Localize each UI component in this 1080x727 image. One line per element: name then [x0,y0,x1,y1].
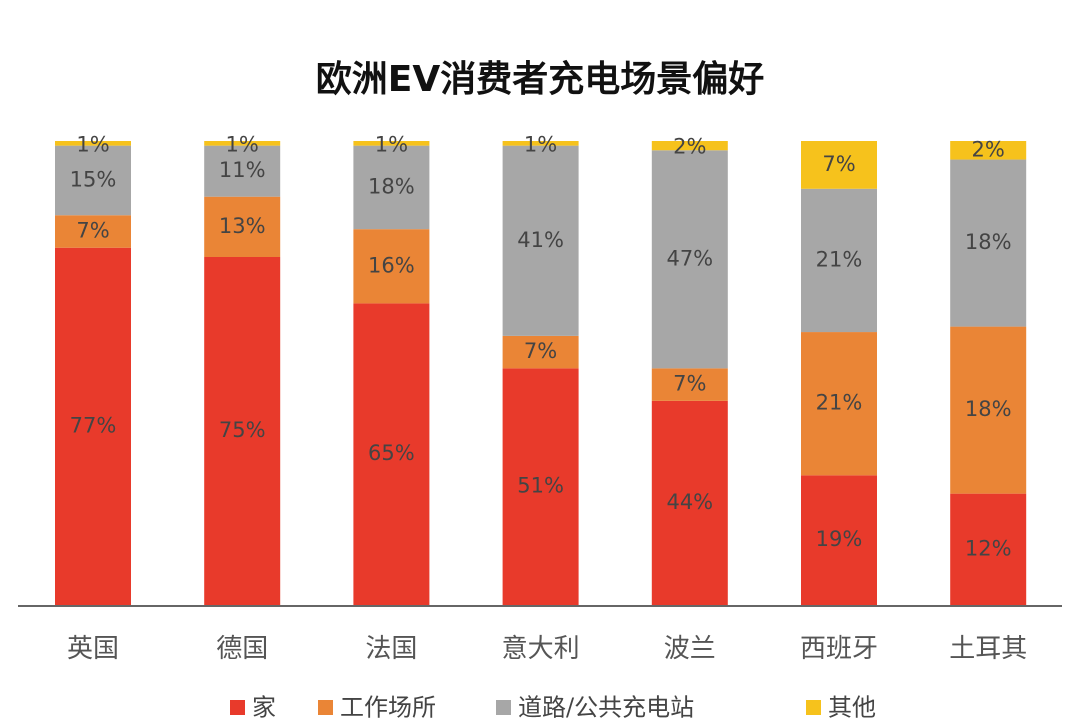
data-label: 13% [219,214,266,238]
data-label: 15% [70,167,117,191]
bar-segment [502,141,579,146]
bar-segment [502,335,579,369]
bar-segment [55,141,131,146]
bar-segment [353,303,430,605]
bar-segment [204,145,281,197]
data-label: 1% [524,132,557,156]
legend-label: 家 [252,694,276,722]
legend-label: 道路/公共充电站 [518,694,694,722]
data-label: 7% [673,372,706,396]
data-label: 2% [673,135,706,159]
category-label: 英国 [67,634,119,664]
bar-segment [651,141,728,151]
category-label: 西班牙 [800,634,878,664]
data-label: 75% [219,418,266,442]
legend-swatch [318,700,333,715]
data-label: 51% [517,474,564,498]
bar-segment [801,332,877,476]
data-label: 1% [226,132,259,156]
category-label: 法国 [365,634,417,664]
legend-label: 其他 [828,694,876,722]
data-label: 7% [524,339,557,363]
legend-label: 工作场所 [340,694,436,722]
bar-segment [801,188,877,333]
bar-segment [353,141,430,146]
bar-segment [502,368,579,605]
bar-segment [950,326,1027,494]
bar-segment [353,229,430,304]
data-label: 47% [666,246,713,270]
data-label: 44% [666,490,713,514]
data-label: 18% [368,174,415,198]
data-label: 16% [368,253,415,277]
category-label: 波兰 [664,634,716,664]
data-label: 1% [375,132,408,156]
bar-segment [801,141,877,189]
data-label: 7% [76,218,109,242]
bar-segment [950,159,1027,327]
bar-segment [651,400,728,605]
bar-segment [204,257,281,605]
data-label: 77% [70,413,117,437]
legend-swatch [806,700,821,715]
data-label: 18% [965,397,1012,421]
data-label: 7% [822,152,855,176]
category-label: 德国 [216,634,268,664]
data-label: 21% [816,391,863,415]
legend-swatch [496,700,511,715]
data-label: 65% [368,441,415,465]
bar-segment [204,141,281,146]
chart-title: 欧洲EV消费者充电场景偏好 [315,59,765,100]
category-label: 土耳其 [949,634,1027,664]
data-label: 18% [965,230,1012,254]
bar-segment [55,215,131,248]
bar-segment [651,150,728,369]
bar-segment [204,196,281,257]
data-label: 11% [219,158,266,182]
bar-segment [502,145,579,336]
data-label: 21% [816,247,863,271]
bar-segment [55,145,131,216]
bar-segment [950,493,1027,605]
data-label: 2% [972,137,1005,161]
bar-segment [801,475,877,605]
category-label: 意大利 [502,634,580,664]
legend-swatch [230,700,245,715]
bar-segment [353,145,430,230]
bar-segment [950,141,1027,160]
data-label: 41% [517,228,564,252]
bar-segment [55,247,131,605]
bar-segment [651,368,728,401]
data-label: 1% [76,132,109,156]
data-label: 12% [965,536,1012,560]
data-label: 19% [816,527,863,551]
